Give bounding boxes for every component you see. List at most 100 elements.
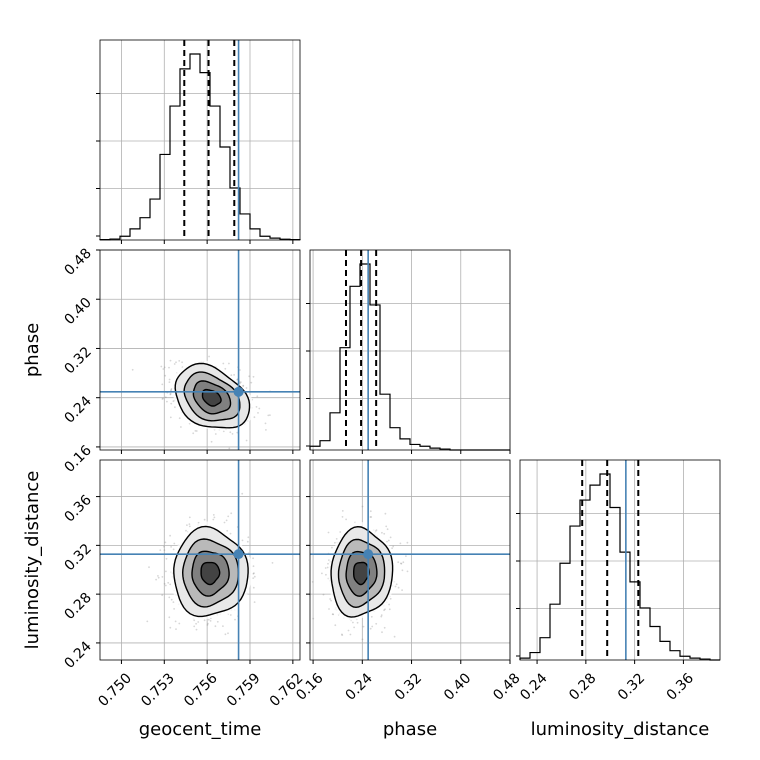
hist-geocent-time-bin [210,106,220,240]
sample-point [231,433,234,435]
sample-point [172,548,175,551]
sample-point [328,608,330,610]
hist-phase-bin [390,428,400,450]
sample-point [400,562,402,565]
sample-point [180,426,182,428]
sample-point [168,596,171,599]
xtick-label-geocent-time: 0.753 [138,670,178,710]
sample-point [341,634,344,636]
sample-point [252,565,255,568]
sample-point [186,524,188,526]
sample-point [148,566,150,569]
panel-luminosity-distance-vs-phase-content [310,460,510,660]
sample-point [388,608,391,611]
sample-point [157,576,160,579]
sample-point [239,369,241,371]
hist-luminosity-distance-bin [550,604,560,660]
panel-luminosity-distance-vs-geocent-time-truth-marker [233,549,244,560]
sample-point [226,529,229,532]
sample-point [242,384,245,387]
hist-phase-bin [380,394,390,450]
sample-point [192,432,195,435]
sample-point [178,360,181,362]
panel-luminosity-distance-vs-phase-contour [337,538,386,609]
panel-luminosity-distance-vs-phase-density-level [353,562,370,585]
sample-point [162,397,164,400]
sample-point [230,374,233,377]
sample-point [193,625,196,628]
sample-point [405,555,407,557]
hist-phase-bin [350,286,360,450]
hist-luminosity-distance-bin [590,485,600,660]
sample-point [388,603,390,606]
sample-point [210,440,213,443]
sample-point [173,542,176,545]
panel-phase-vs-geocent-time-content [100,250,300,458]
sample-point [375,529,378,531]
sample-point [201,456,203,458]
hist-phase-bin [400,439,410,450]
sample-point [203,619,206,622]
y-axis-label-phase: phase [22,323,43,377]
panel-phase-vs-geocent-time-contour [192,380,232,415]
sample-point [402,561,405,564]
sample-point [161,576,164,578]
sample-point [400,562,403,565]
xtick-label-phase: 0.40 [441,670,474,703]
sample-point [401,569,404,572]
sample-point [361,505,364,508]
sample-point [384,608,386,611]
sample-point [207,618,210,621]
ytick-label-phase: 0.16 [61,442,94,475]
sample-point [195,628,198,631]
sample-point [222,625,224,627]
hist-geocent-time-grid [100,40,300,240]
sample-point [352,621,354,624]
sample-point [327,531,330,534]
hist-phase-bin [370,305,380,450]
hist-luminosity-distance-bin [670,651,680,660]
sample-point [371,625,374,628]
hist-luminosity-distance-bin [600,474,610,660]
sample-point [214,433,217,435]
sample-point [180,456,182,458]
xtick-label-luminosity-distance: 0.32 [615,670,648,703]
sample-point [345,518,347,521]
sample-point [169,626,172,629]
xtick-label-geocent-time: 0.756 [181,670,221,710]
ytick-label-luminosity-distance: 0.28 [61,590,94,623]
hist-geocent-time-bin [130,229,140,240]
sample-point [169,359,172,362]
sample-point [311,581,314,583]
sample-point [224,633,227,636]
sample-point [234,618,236,621]
sample-point [322,593,325,596]
xtick-label-geocent-time: 0.759 [224,670,264,710]
sample-point [206,624,209,626]
sample-point [237,452,239,454]
ytick-label-phase: 0.48 [61,246,94,279]
sample-point [146,620,149,623]
sample-point [212,518,215,521]
sample-point [361,638,364,641]
sample-point [188,516,191,519]
sample-point [170,402,173,405]
sample-point [375,622,378,625]
sample-point [347,629,350,632]
sample-point [253,601,256,603]
sample-point [265,429,267,431]
sample-point [397,586,400,589]
sample-point [253,572,255,575]
sample-point [383,532,386,535]
sample-point [397,561,400,564]
sample-point [380,614,383,616]
sample-point [224,367,227,370]
hist-luminosity-distance-bin [650,627,660,660]
sample-point [399,542,402,545]
sample-point [248,375,251,378]
sample-point [173,608,176,610]
sample-point [169,534,172,537]
sample-point [236,431,239,434]
sample-point [163,549,166,552]
